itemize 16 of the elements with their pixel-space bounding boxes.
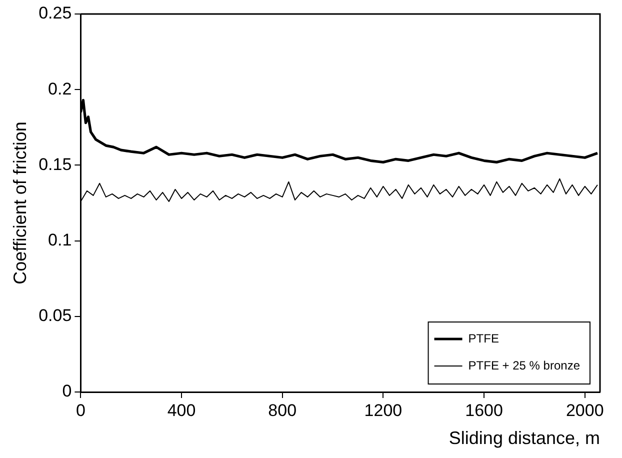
x-tick-label: 2000 <box>566 400 604 420</box>
x-tick-label: 0 <box>76 400 86 420</box>
y-tick-label: 0.1 <box>48 230 72 250</box>
y-tick-label: 0.25 <box>38 4 72 23</box>
x-tick-label: 800 <box>268 400 297 420</box>
x-tick-label: 1600 <box>465 400 503 420</box>
x-axis-title: Sliding distance, m <box>448 428 600 448</box>
y-tick-label: 0.05 <box>38 306 72 326</box>
x-tick-label: 1200 <box>364 400 402 420</box>
y-tick-label: 0 <box>62 382 72 401</box>
legend-label: PTFE <box>468 331 499 346</box>
y-tick-label: 0.15 <box>38 154 72 174</box>
y-tick-label: 0.2 <box>48 79 72 98</box>
y-axis-title: Coefficient of friction <box>10 122 30 284</box>
x-tick-label: 400 <box>167 400 196 420</box>
legend-label: PTFE + 25 % bronze <box>468 358 580 372</box>
